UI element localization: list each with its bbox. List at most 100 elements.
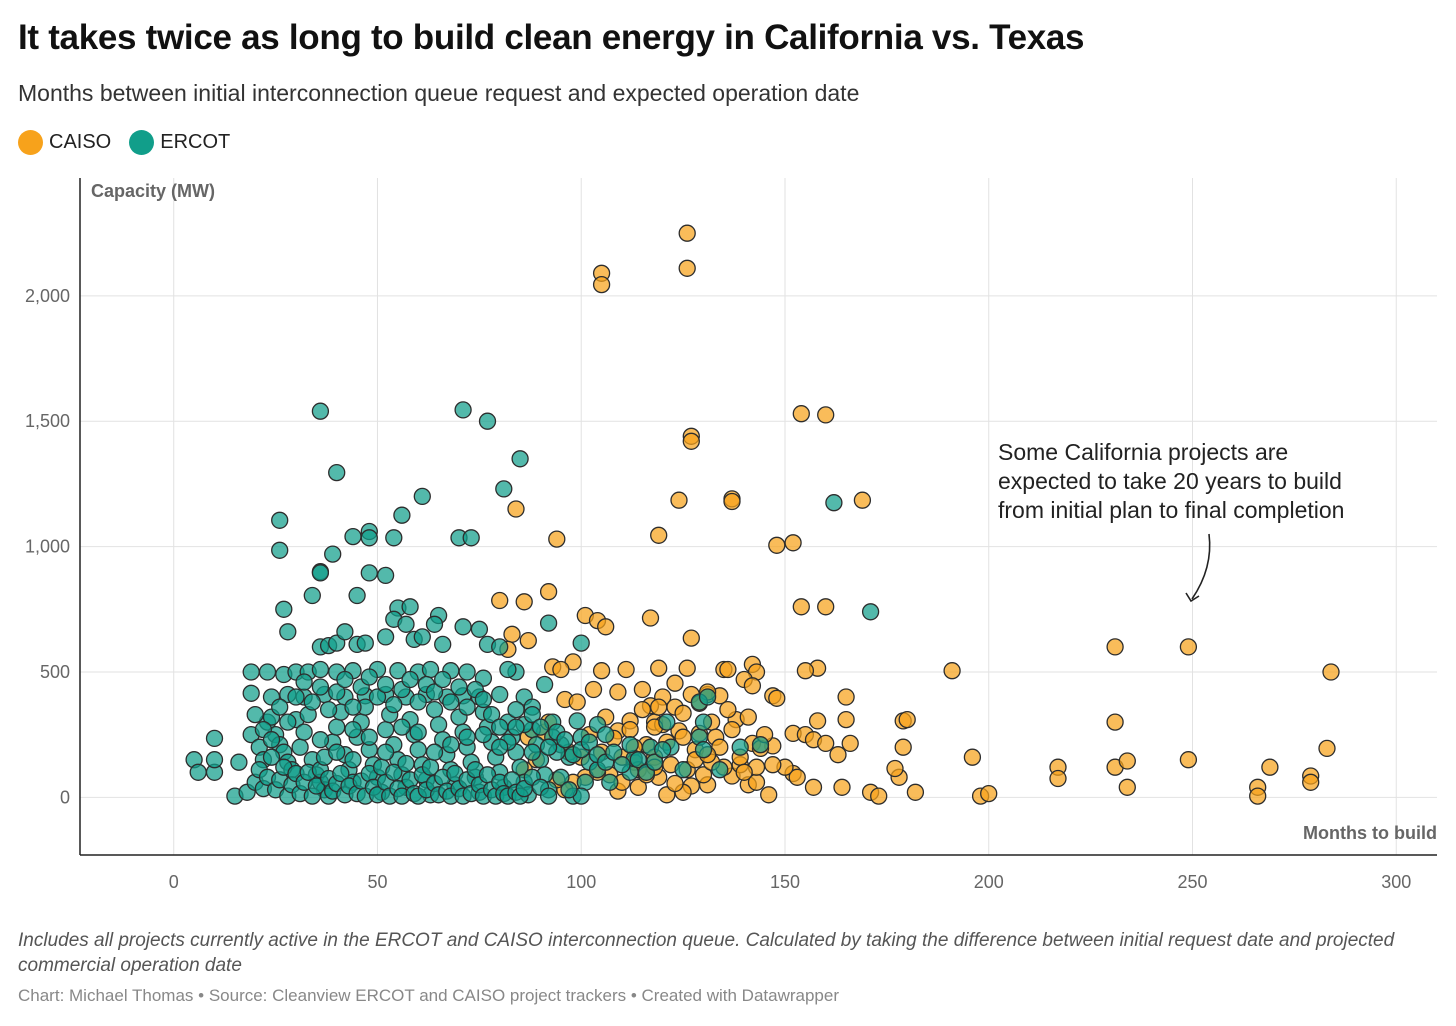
y-axis-label: Capacity (MW) [91,181,215,201]
tick-labels: 0 50 100 150 200 250 300 0 500 1,000 1,500 2,000 [25,286,1411,892]
caiso-point [886,759,904,778]
ercot-point [332,764,350,783]
legend-item-ercot: ERCOT [129,130,230,155]
ercot-point [751,736,770,754]
ercot-point [344,751,362,769]
caiso-point [833,778,851,796]
ercot-point [303,693,321,711]
ercot-point [336,623,354,641]
caiso-point [768,536,786,554]
ercot-point [531,718,550,736]
ercot-point [344,698,362,716]
ercot-point [360,728,378,746]
caiso-point [1049,769,1067,788]
ercot-point [601,773,619,791]
ercot-point [491,718,509,736]
ercot-point [242,684,260,702]
ercot-point [454,401,472,419]
caiso-point [597,618,615,636]
caiso-point [491,591,509,610]
ercot-point [629,751,647,769]
caiso-point [678,224,696,242]
ercot-point [458,728,476,746]
caiso-point [666,674,684,692]
ercot-point [425,743,444,761]
caiso-point [539,583,558,601]
chart-title: It takes twice as long to build clean en… [18,18,1085,57]
ercot-point [539,738,558,756]
ercot-point [568,712,586,730]
axes [79,178,1437,856]
caiso-point [784,534,802,552]
caiso-point [1118,752,1136,770]
ercot-point [442,736,460,754]
ercot-point [539,614,558,632]
caiso-point [743,677,762,695]
caiso-point [768,689,786,707]
ercot-point [425,615,444,633]
x-tick-label: 300 [1381,872,1411,892]
caiso-point [1118,778,1136,796]
ercot-point [311,731,330,749]
ercot-point [376,675,395,694]
ercot-point [295,723,313,741]
x-tick-label: 0 [169,872,179,892]
caiso-point [1318,739,1336,758]
caiso-point [674,704,692,722]
caiso-point [641,609,660,627]
ercot-point [429,715,448,734]
caiso-point [898,710,916,729]
ercot-point [654,741,672,759]
ercot-point [645,753,664,771]
ercot-point [499,660,517,679]
ercot-point [328,683,346,701]
ercot-point [376,743,395,761]
ercot-point [658,713,676,731]
chart-legend: CAISO ERCOT [18,130,248,155]
legend-item-caiso: CAISO [18,130,111,155]
ercot-point [360,564,378,582]
caiso-point [804,778,823,796]
ercot-point [295,673,313,691]
ercot-point [556,731,574,749]
chart-annotation: Some California projects are expected to… [998,438,1344,525]
series-caiso [491,224,1340,805]
ercot-point [507,700,525,719]
ercot-point [434,635,452,654]
caiso-point [1322,663,1340,681]
ercot-point [258,663,277,681]
caiso-point [650,698,668,716]
ercot-point [279,713,297,731]
ercot-point [711,761,729,779]
ercot-point [539,787,558,805]
caiso-point [906,783,925,801]
legend-label-ercot: ERCOT [160,131,231,153]
ercot-point [397,754,415,773]
ercot-point [291,738,309,756]
ercot-point [442,693,460,711]
ercot-point [621,736,639,754]
ercot-point [376,566,395,585]
ercot-point [344,527,362,546]
x-tick-label: 200 [974,872,1004,892]
legend-label-caiso: CAISO [49,131,112,153]
ercot-point [311,678,330,696]
legend-swatch-caiso [18,130,43,155]
caiso-point [760,786,778,804]
caiso-point [633,680,652,699]
ercot-point [580,733,599,751]
caiso-point [548,530,566,548]
caiso-point [592,275,611,294]
ercot-point [552,768,570,786]
caiso-point [678,659,696,677]
caiso-point [1249,787,1267,805]
ercot-point [311,402,330,420]
ercot-point [401,670,419,689]
ercot-point [861,603,880,621]
ercot-point [409,741,427,759]
ercot-point [523,743,541,761]
ercot-point [303,586,321,605]
chart-credits: Chart: Michael Thomas • Source: Cleanvie… [18,986,839,1005]
ercot-point [560,781,578,799]
ercot-point [311,660,330,679]
